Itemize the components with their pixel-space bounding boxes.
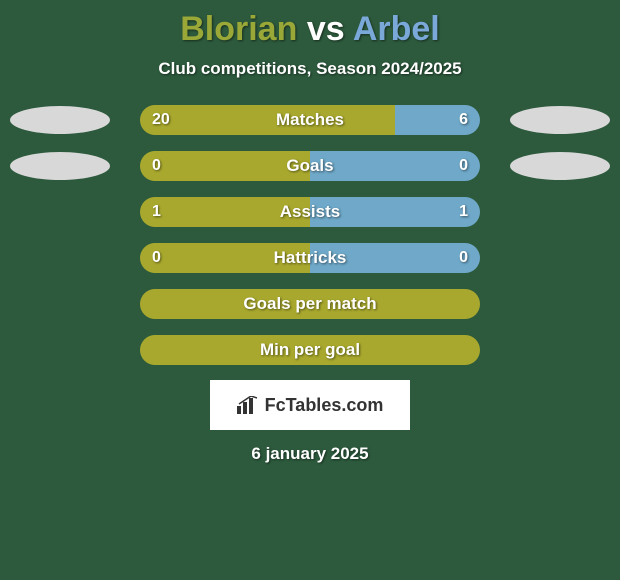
stat-row: 11Assists (0, 196, 620, 228)
stat-bar: 20 6 (140, 105, 480, 135)
stat-rows: 206Matches00Goals11Assists00HattricksGoa… (0, 104, 620, 366)
stat-row: 00Hattricks (0, 242, 620, 274)
player2-badge (510, 152, 610, 180)
player2-badge (510, 106, 610, 134)
stat-bar (140, 335, 480, 365)
right-value: 6 (447, 111, 480, 129)
bar-left: 1 (140, 197, 310, 227)
right-value: 0 (447, 249, 480, 267)
stat-row: Min per goal (0, 334, 620, 366)
chart-icon (237, 396, 259, 414)
logo-text: FcTables.com (265, 395, 384, 416)
bar-right: 0 (310, 151, 480, 181)
logo-box: FcTables.com (210, 380, 410, 430)
stat-bar: 11 (140, 197, 480, 227)
left-value: 0 (140, 157, 173, 175)
player1-badge (10, 106, 110, 134)
bar-left: 0 (140, 151, 310, 181)
left-value: 1 (140, 203, 173, 221)
bar-left (140, 289, 480, 319)
comparison-infographic: Blorian vs Arbel Club competitions, Seas… (0, 0, 620, 464)
bar-left: 0 (140, 243, 310, 273)
stat-bar (140, 289, 480, 319)
main-title: Blorian vs Arbel (0, 10, 620, 49)
stat-bar: 00 (140, 151, 480, 181)
right-value: 0 (447, 157, 480, 175)
left-value: 0 (140, 249, 173, 267)
bar-right: 0 (310, 243, 480, 273)
bar-right: 6 (395, 105, 480, 135)
player1-name: Blorian (180, 10, 297, 48)
bar-left (140, 335, 480, 365)
left-value: 20 (140, 111, 182, 129)
date-text: 6 january 2025 (0, 444, 620, 464)
bar-right: 1 (310, 197, 480, 227)
right-value: 1 (447, 203, 480, 221)
stat-row: 00Goals (0, 150, 620, 182)
stat-row: 206Matches (0, 104, 620, 136)
stat-bar: 00 (140, 243, 480, 273)
stat-row: Goals per match (0, 288, 620, 320)
player2-name: Arbel (353, 10, 440, 48)
vs-text: vs (307, 10, 345, 48)
subtitle: Club competitions, Season 2024/2025 (0, 59, 620, 79)
bar-left: 20 (140, 105, 395, 135)
player1-badge (10, 152, 110, 180)
